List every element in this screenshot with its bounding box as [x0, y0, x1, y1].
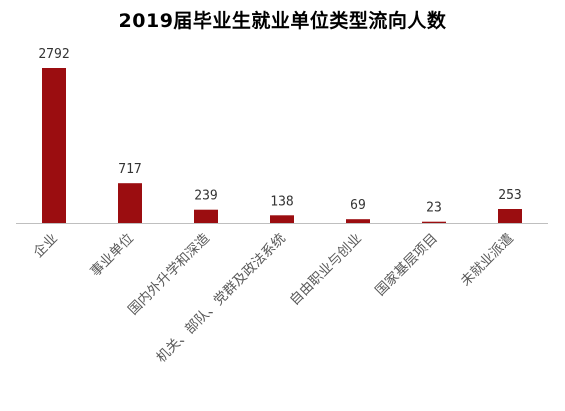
- bar: [422, 221, 446, 223]
- x-tick-label: 事业单位: [87, 231, 136, 280]
- x-tick-label: 未就业派遣: [458, 231, 517, 290]
- data-label: 69: [350, 198, 366, 213]
- data-label: 239: [194, 189, 217, 204]
- data-label: 23: [426, 201, 442, 216]
- x-tick-label: 机关、部队、党群及政法系统: [153, 231, 288, 366]
- x-tick-label: 国内外升学和深造: [125, 230, 213, 318]
- bar: [270, 215, 294, 223]
- bar: [42, 68, 66, 223]
- data-label: 138: [270, 194, 293, 209]
- data-label: 253: [498, 188, 521, 203]
- bar: [346, 219, 370, 223]
- bar: [194, 209, 218, 223]
- x-tick-label: 企业: [30, 230, 61, 261]
- data-label: 2792: [38, 47, 69, 62]
- x-tick-label: 国家基层项目: [372, 230, 441, 299]
- chart-title: 2019届毕业生就业单位类型流向人数: [118, 10, 447, 32]
- data-label: 717: [118, 162, 141, 177]
- bar: [498, 209, 522, 223]
- bar: [118, 183, 142, 223]
- x-tick-label: 自由职业与创业: [287, 231, 365, 309]
